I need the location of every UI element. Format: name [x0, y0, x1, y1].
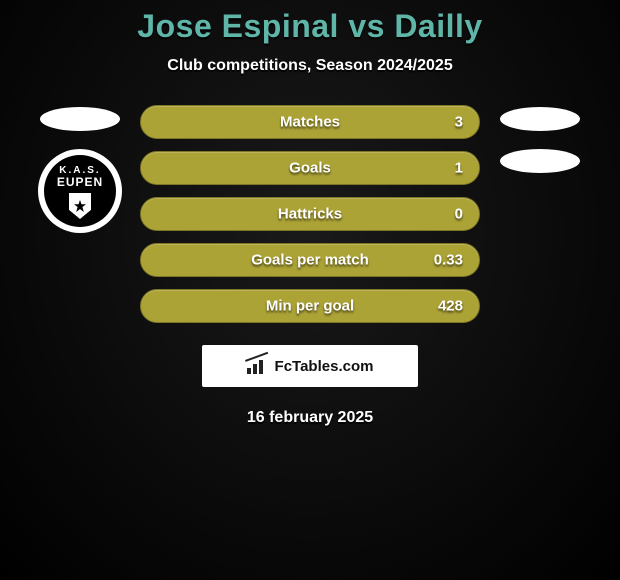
stat-bar-matches: Matches 3	[140, 105, 480, 139]
stat-bar-min-per-goal: Min per goal 428	[140, 289, 480, 323]
stats-column: Matches 3 Goals 1 Hattricks 0 Goals per …	[140, 105, 480, 323]
player-photo-placeholder-left	[40, 107, 120, 131]
player-photo-placeholder-right	[500, 107, 580, 131]
page-title: Jose Espinal vs Dailly	[137, 8, 482, 45]
stat-label: Min per goal	[266, 298, 354, 315]
stat-bar-goals: Goals 1	[140, 151, 480, 185]
club-badge-inner: K.A.S. EUPEN	[44, 155, 116, 227]
stat-value-right: 428	[438, 298, 463, 315]
stat-label: Hattricks	[278, 206, 342, 223]
club-badge-left: K.A.S. EUPEN	[38, 149, 122, 233]
stat-value-right: 1	[455, 160, 463, 177]
club-badge-name: EUPEN	[57, 175, 103, 189]
main-row: K.A.S. EUPEN Matches 3 Goals 1 Hattricks…	[0, 105, 620, 323]
stat-value-right: 0.33	[434, 252, 463, 269]
branding-text: FcTables.com	[275, 358, 374, 375]
stat-label: Goals per match	[251, 252, 369, 269]
left-column: K.A.S. EUPEN	[30, 105, 130, 233]
stat-label: Matches	[280, 114, 340, 131]
branding-link[interactable]: FcTables.com	[202, 345, 418, 387]
stat-label: Goals	[289, 160, 331, 177]
date-label: 16 february 2025	[247, 409, 373, 427]
right-column	[490, 105, 590, 173]
stat-value-right: 0	[455, 206, 463, 223]
stat-value-right: 3	[455, 114, 463, 131]
comparison-card: Jose Espinal vs Dailly Club competitions…	[0, 0, 620, 427]
club-badge-placeholder-right	[500, 149, 580, 173]
chart-icon	[247, 358, 269, 374]
subtitle: Club competitions, Season 2024/2025	[167, 57, 452, 75]
stat-bar-hattricks: Hattricks 0	[140, 197, 480, 231]
club-badge-shield-icon	[69, 193, 91, 219]
stat-bar-goals-per-match: Goals per match 0.33	[140, 243, 480, 277]
